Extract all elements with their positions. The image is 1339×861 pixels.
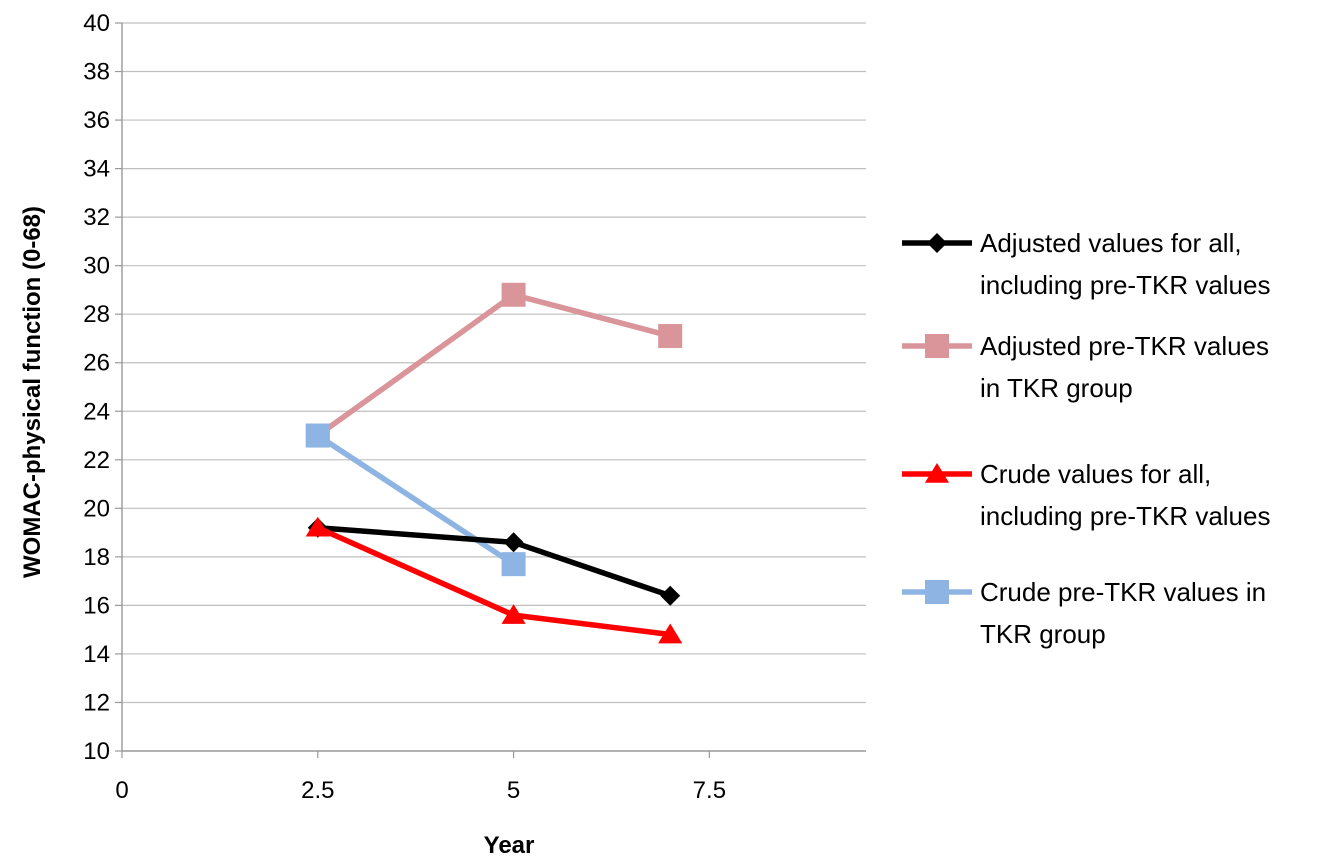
y-tick-labels: 10 12 14 16 18 20 22 24 26 28 30 32 34 36 38 40 [83, 10, 110, 765]
y-tick-label: 10 [83, 738, 110, 765]
legend-label: including pre-TKR values [980, 501, 1270, 531]
legend-marker [925, 334, 949, 358]
data-point [305, 423, 330, 448]
y-tick-label: 30 [83, 253, 110, 280]
y-tick-label: 36 [83, 107, 110, 134]
data-point [658, 623, 683, 644]
series-line [315, 432, 517, 567]
y-tick-label: 16 [83, 592, 110, 619]
y-tick-label: 24 [83, 398, 110, 425]
legend-label: Crude values for all, [980, 459, 1211, 489]
legend-marker [925, 580, 949, 604]
legend-marker [924, 463, 950, 483]
legend-label: including pre-TKR values [980, 270, 1270, 300]
y-tick-label: 12 [83, 689, 110, 716]
data-point [305, 516, 330, 537]
legend-label: Crude pre-TKR values in [980, 577, 1266, 607]
legend-item: Crude pre-TKR values in TKR group [902, 577, 1266, 649]
y-tick-label: 20 [83, 495, 110, 522]
legend-label: Adjusted pre-TKR values [980, 331, 1269, 361]
legend-label: TKR group [980, 619, 1106, 649]
x-tick-label: 5 [507, 777, 520, 804]
y-tick-label: 22 [83, 447, 110, 474]
legend-marker [927, 233, 947, 253]
x-tick-label: 7.5 [693, 777, 726, 804]
y-tick-label: 38 [83, 59, 110, 86]
x-tick-label: 2.5 [301, 777, 334, 804]
legend-label: in TKR group [980, 373, 1133, 403]
y-tick-label: 26 [83, 350, 110, 377]
data-point [660, 585, 681, 606]
series-line [315, 292, 673, 439]
x-tick-label: 0 [115, 777, 128, 804]
data-point [501, 552, 526, 577]
axes [115, 22, 866, 758]
legend: Adjusted values for all, including pre-TK… [902, 228, 1270, 649]
legend-label: Adjusted values for all, [980, 228, 1242, 258]
data-point [501, 604, 526, 624]
series-line [315, 524, 673, 638]
series-4 [305, 423, 526, 577]
data-point [501, 282, 526, 307]
legend-item: Adjusted values for all, including pre-TK… [902, 228, 1270, 300]
x-axis-title: Year [484, 832, 535, 859]
y-tick-label: 34 [83, 156, 110, 183]
series-2 [305, 282, 683, 448]
data-point [658, 324, 683, 349]
series-line [315, 524, 673, 599]
y-tick-label: 14 [83, 641, 110, 668]
y-tick-label: 32 [83, 204, 110, 231]
y-tick-label: 28 [83, 301, 110, 328]
grid [122, 22, 866, 704]
series-1 [307, 517, 681, 606]
data-point [503, 532, 524, 553]
legend-item: Adjusted pre-TKR values in TKR group [902, 331, 1269, 403]
legend-item: Crude values for all, including pre-TKR v… [902, 459, 1270, 531]
y-tick-label: 18 [83, 544, 110, 571]
series-3 [305, 516, 683, 644]
y-tick-label: 40 [83, 10, 110, 37]
x-tick-labels: 0 2.5 5 7.5 [115, 777, 726, 804]
plot-area [305, 282, 683, 644]
y-axis-title: WOMAC-physical function (0-68) [19, 206, 46, 578]
